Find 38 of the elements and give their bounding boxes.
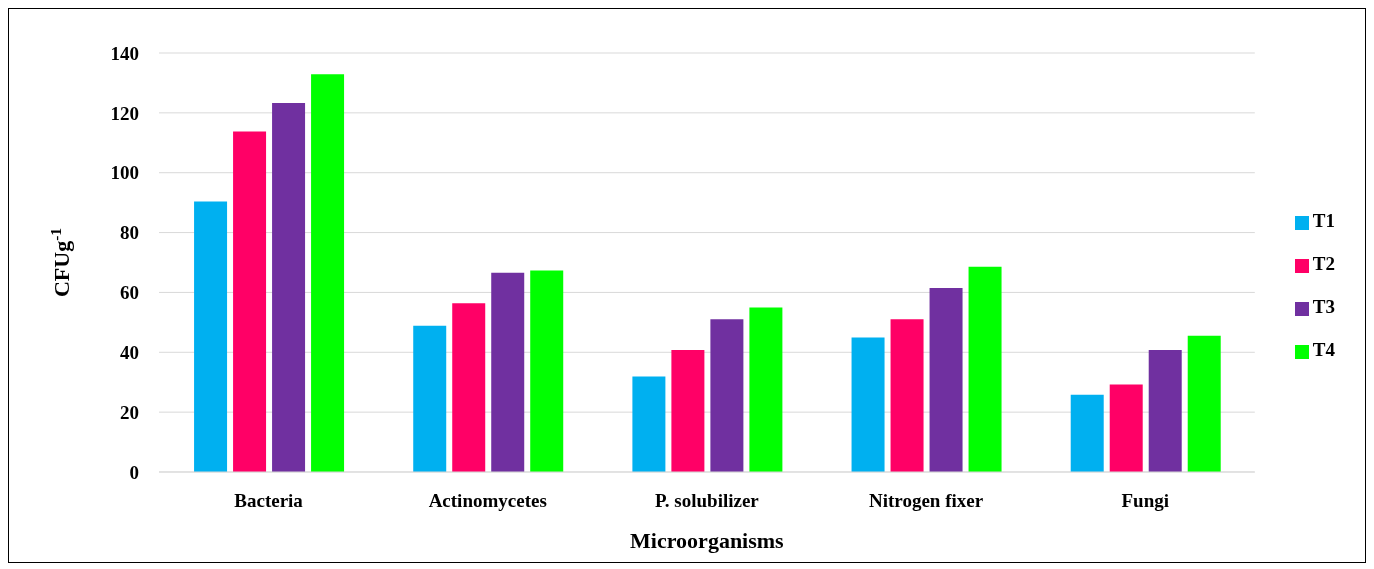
y-tick-label: 100 [110,162,139,184]
y-tick-label: 120 [110,102,139,124]
x-tick-label: Bacteria [234,490,304,512]
bar [413,325,447,472]
bar [530,270,564,472]
y-tick-label: 60 [120,282,139,304]
y-tick-label: 140 [110,42,139,64]
bar [929,287,963,472]
bar [311,74,345,472]
legend-label: T2 [1312,252,1335,274]
x-tick-label: Nitrogen fixer [869,490,984,512]
y-tick-label: 20 [120,401,139,423]
x-axis-title: Microorganisms [630,528,785,553]
bar [1187,335,1221,472]
x-tick-label: Actinomycetes [428,490,547,512]
bar [1109,384,1143,472]
bar [194,201,228,472]
bar [890,319,924,472]
legend-label: T3 [1312,295,1335,317]
bar [749,307,783,472]
bar [671,349,705,472]
bar [233,131,267,472]
x-tick-label: Fungi [1121,490,1169,512]
y-tick-label: 40 [120,342,139,364]
legend-label: T1 [1312,209,1335,231]
bar [452,303,486,472]
bar [1070,394,1104,472]
legend-label: T4 [1312,338,1335,360]
bar [710,319,744,472]
bar [851,337,885,472]
bar [272,102,306,472]
y-tick-label: 80 [120,222,139,244]
x-tick-label: P. solubilizer [655,490,760,512]
y-tick-label: 0 [129,461,139,483]
bar [491,272,525,472]
bar [1148,349,1182,472]
bar [968,266,1002,472]
bar [632,376,666,472]
